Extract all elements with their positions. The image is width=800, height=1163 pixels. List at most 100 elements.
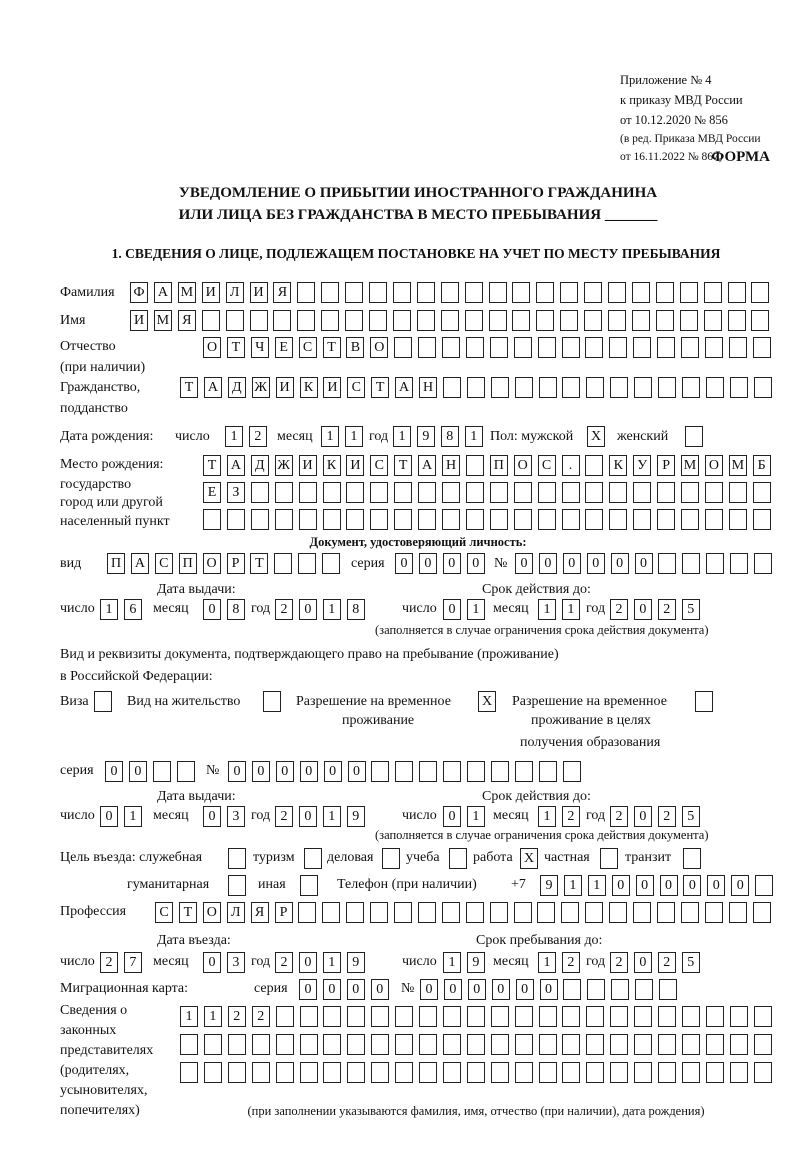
id-issue-year-cell[interactable]: 8 — [346, 599, 365, 620]
id-number-cell[interactable]: 0 — [610, 553, 629, 574]
stay-valid-month-cell[interactable]: 1 — [538, 806, 556, 827]
birth-place3-cell[interactable] — [537, 509, 556, 530]
name-cell[interactable] — [321, 310, 340, 331]
patronymic-cell[interactable]: О — [203, 337, 221, 358]
entry-year-cell[interactable]: 1 — [322, 952, 341, 973]
reps1-cell[interactable] — [490, 1006, 509, 1027]
stay-year-cell[interactable]: 2 — [657, 952, 676, 973]
stay-series-cell[interactable] — [152, 761, 171, 782]
reps1-cell[interactable] — [586, 1006, 605, 1027]
stay-year-cell[interactable]: 5 — [681, 952, 700, 973]
birth-place2-cell[interactable] — [370, 482, 389, 503]
profession-cell[interactable] — [489, 902, 508, 923]
birth-place3-cell[interactable] — [370, 509, 389, 530]
reps2-cell[interactable] — [419, 1034, 437, 1055]
name-cell[interactable] — [608, 310, 626, 331]
surname-cell[interactable] — [679, 282, 698, 303]
id-series-cell[interactable]: 0 — [442, 553, 461, 574]
name-cell[interactable] — [655, 310, 674, 331]
surname-cell[interactable]: Ф — [130, 282, 148, 303]
profession-cell[interactable] — [609, 902, 628, 923]
reps3-cell[interactable] — [634, 1062, 653, 1083]
birth-place1-cell[interactable]: Т — [394, 455, 413, 476]
reps3-cell[interactable] — [395, 1062, 414, 1083]
surname-cell[interactable] — [321, 282, 340, 303]
patronymic-cell[interactable]: Т — [322, 337, 341, 358]
birth-place1-cell[interactable] — [585, 455, 604, 476]
reps3-cell[interactable] — [562, 1062, 581, 1083]
stay-number-cell[interactable]: 0 — [323, 761, 342, 782]
birth-year-cell[interactable]: 9 — [416, 426, 435, 447]
sex-female-checkbox[interactable] — [685, 426, 703, 447]
id-kind-cell[interactable] — [322, 553, 341, 574]
id-number-cell[interactable] — [754, 553, 772, 574]
mc-series-cell[interactable]: 0 — [370, 979, 389, 1000]
mc-number-cell[interactable] — [635, 979, 654, 1000]
surname-cell[interactable] — [345, 282, 364, 303]
surname-cell[interactable] — [560, 282, 579, 303]
birth-place1-cell[interactable] — [465, 455, 484, 476]
surname-cell[interactable]: И — [201, 282, 220, 303]
birth-month-cell[interactable]: 1 — [344, 426, 363, 447]
citizenship-cell[interactable]: С — [347, 377, 366, 398]
citizenship-cell[interactable] — [681, 377, 700, 398]
birth-place3-cell[interactable] — [585, 509, 604, 530]
reps3-cell[interactable] — [658, 1062, 676, 1083]
citizenship-cell[interactable]: И — [323, 377, 342, 398]
phone-cell[interactable]: 0 — [611, 875, 630, 896]
p-humanitarian-checkbox[interactable] — [228, 875, 246, 896]
stay-issue-year-cell[interactable]: 2 — [275, 806, 293, 827]
birth-place2-cell[interactable] — [633, 482, 652, 503]
birth-place2-cell[interactable] — [728, 482, 747, 503]
profession-cell[interactable] — [346, 902, 365, 923]
id-kind-cell[interactable]: Т — [250, 553, 269, 574]
id-kind-cell[interactable] — [298, 553, 317, 574]
profession-cell[interactable] — [585, 902, 604, 923]
reps3-cell[interactable] — [753, 1062, 772, 1083]
birth-place2-cell[interactable] — [537, 482, 556, 503]
id-number-cell[interactable] — [682, 553, 701, 574]
reps1-cell[interactable] — [419, 1006, 437, 1027]
id-issue-year-cell[interactable]: 0 — [298, 599, 317, 620]
id-valid-day-cell[interactable]: 1 — [466, 599, 485, 620]
id-number-cell[interactable]: 0 — [586, 553, 605, 574]
name-cell[interactable] — [464, 310, 483, 331]
citizenship-cell[interactable]: Ж — [251, 377, 270, 398]
patronymic-cell[interactable] — [657, 337, 676, 358]
stay-issue-month-cell[interactable]: 0 — [203, 806, 221, 827]
stay-series-cell[interactable]: 0 — [105, 761, 123, 782]
reps1-cell[interactable] — [658, 1006, 676, 1027]
birth-place3-cell[interactable] — [681, 509, 699, 530]
stay-series-cell[interactable]: 0 — [128, 761, 147, 782]
surname-cell[interactable] — [655, 282, 674, 303]
id-number-cell[interactable] — [730, 553, 749, 574]
reps1-cell[interactable] — [562, 1006, 581, 1027]
birth-place1-cell[interactable]: О — [704, 455, 723, 476]
reps1-cell[interactable] — [681, 1006, 700, 1027]
trp-edu-checkbox[interactable] — [695, 691, 713, 712]
birth-place2-cell[interactable] — [513, 482, 532, 503]
reps3-cell[interactable] — [466, 1062, 485, 1083]
birth-place1-cell[interactable]: С — [370, 455, 389, 476]
reps3-cell[interactable] — [610, 1062, 629, 1083]
birth-place3-cell[interactable] — [561, 509, 580, 530]
reps2-cell[interactable] — [227, 1034, 246, 1055]
id-issue-month-cell[interactable]: 0 — [203, 599, 221, 620]
patronymic-cell[interactable]: Т — [226, 337, 245, 358]
name-cell[interactable] — [631, 310, 650, 331]
birth-place1-cell[interactable]: Д — [250, 455, 269, 476]
name-cell[interactable] — [727, 310, 746, 331]
name-cell[interactable] — [560, 310, 579, 331]
name-cell[interactable] — [751, 310, 770, 331]
birth-place3-cell[interactable] — [728, 509, 747, 530]
id-number-cell[interactable]: 0 — [562, 553, 581, 574]
entry-month-cell[interactable]: 0 — [203, 952, 221, 973]
phone-cell[interactable] — [755, 875, 774, 896]
stay-valid-year-cell[interactable]: 2 — [610, 806, 628, 827]
phone-cell[interactable]: 0 — [683, 875, 702, 896]
stay-issue-year-cell[interactable]: 1 — [322, 806, 341, 827]
reps1-cell[interactable] — [371, 1006, 390, 1027]
surname-cell[interactable] — [751, 282, 770, 303]
stay-number-cell[interactable] — [538, 761, 557, 782]
profession-cell[interactable] — [298, 902, 317, 923]
